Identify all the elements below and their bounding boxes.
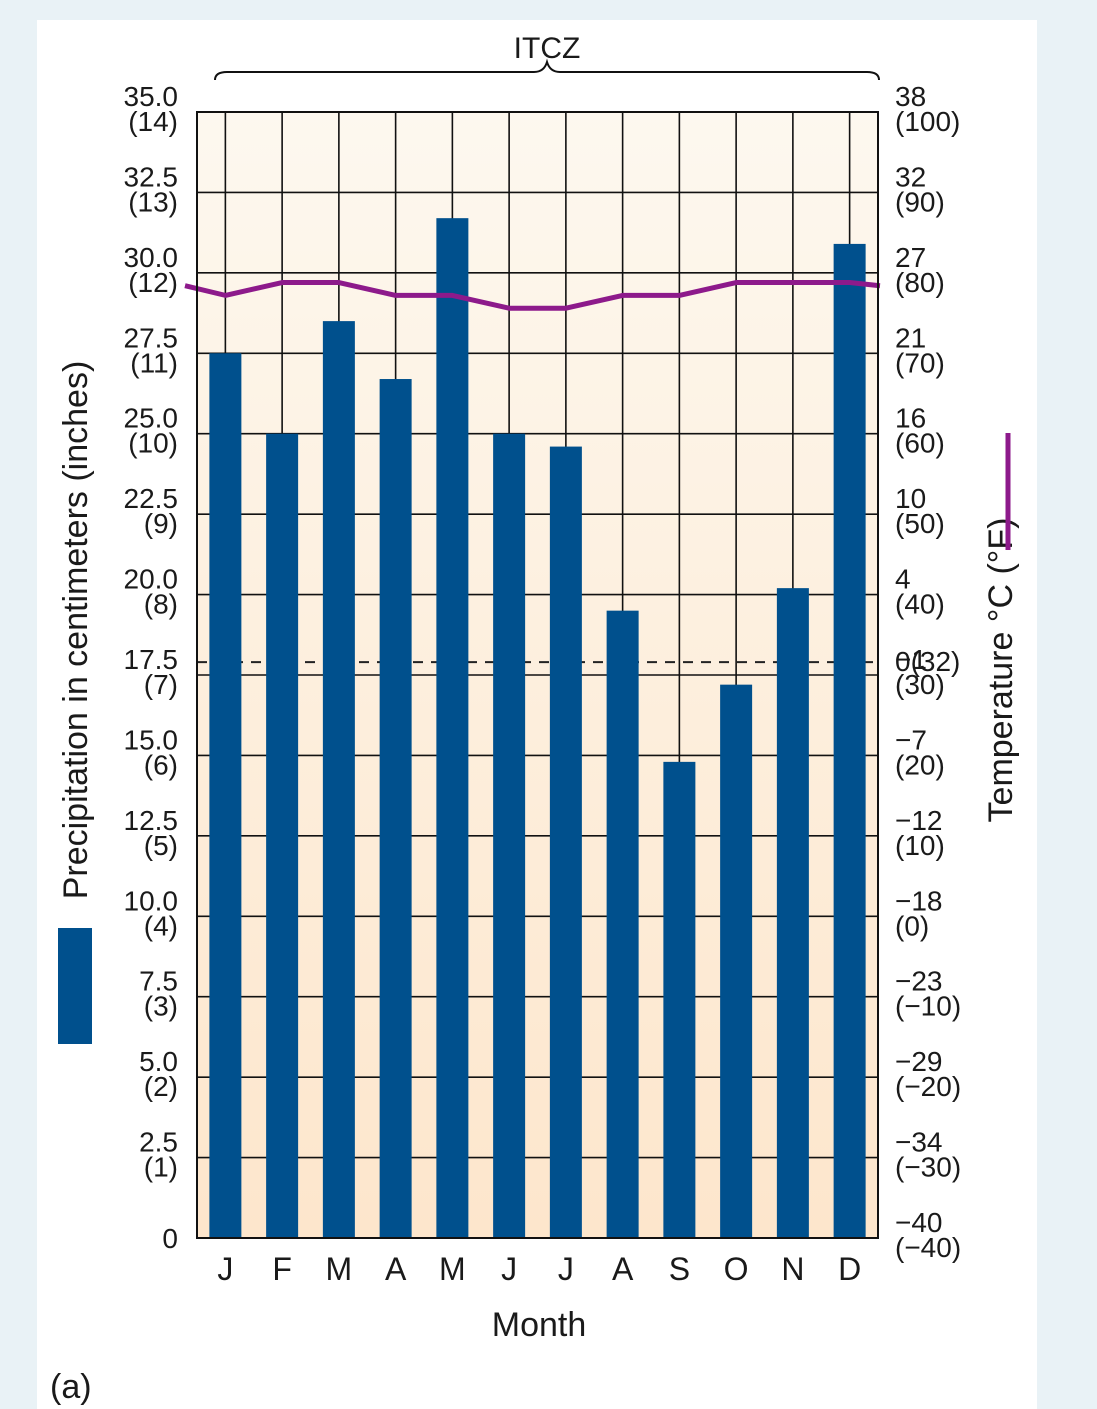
- precipitation-bar: [493, 433, 526, 1238]
- left-tick-label: 0: [162, 1223, 178, 1254]
- climograph: 35.0 (14) 32.5 (13) 30.0 (12) 27.5 (11) 25.0 (10)…: [50, 32, 1020, 1406]
- left-tick-label: 25.0 (10): [124, 403, 179, 459]
- x-tick-label: A: [612, 1251, 634, 1287]
- right-tick-label: −40 (−40): [895, 1207, 961, 1263]
- x-tick-label: J: [217, 1251, 233, 1287]
- precipitation-bar: [663, 761, 696, 1238]
- x-tick-label: F: [272, 1251, 292, 1287]
- right-tick-label: −18 (0): [895, 885, 943, 941]
- temperature-line: [184, 280, 881, 311]
- x-tick-label: J: [558, 1251, 574, 1287]
- x-tick-label: O: [724, 1251, 749, 1287]
- left-tick-label: 7.5 (3): [139, 966, 178, 1022]
- right-tick-label: 10 (50): [895, 483, 945, 539]
- right-tick-label: −12 (10): [895, 805, 945, 861]
- right-tick-label: 38 (100): [895, 81, 960, 137]
- left-tick-label: 17.5 (7): [124, 644, 179, 700]
- precipitation-bar: [266, 433, 299, 1238]
- x-tick-label: D: [838, 1251, 861, 1287]
- x-tick-label: J: [501, 1251, 517, 1287]
- x-tick-label: S: [669, 1251, 690, 1287]
- horizontal-gridlines: [197, 111, 878, 1239]
- precipitation-bar: [720, 684, 753, 1238]
- right-tick-label: −23 (−10): [895, 966, 961, 1022]
- precipitation-bar: [776, 588, 809, 1238]
- right-tick-label: 27 (80): [895, 242, 945, 298]
- right-tick-label: −34 (−30): [895, 1127, 961, 1183]
- left-axis-ticks: 35.0 (14) 32.5 (13) 30.0 (12) 27.5 (11) 25.0 (10)…: [124, 81, 179, 1254]
- right-tick-label: −29 (−20): [895, 1046, 961, 1102]
- right-tick-label: 4 (40): [895, 564, 945, 620]
- x-tick-label: M: [326, 1251, 353, 1287]
- itcz-bracket: [214, 58, 880, 81]
- precipitation-bars: [209, 218, 866, 1239]
- precipitation-bar: [549, 446, 582, 1238]
- plot-frame: [196, 111, 879, 1239]
- itcz-label: ITCZ: [514, 32, 581, 65]
- right-tick-label: −1 (30): [895, 644, 945, 700]
- x-tick-label: M: [439, 1251, 466, 1287]
- right-tick-label: 21 (70): [895, 322, 945, 378]
- y2-axis-title: Temperature °C (°F): [982, 518, 1020, 823]
- left-tick-label: 20.0 (8): [124, 564, 179, 620]
- x-axis-title: Month: [492, 1306, 587, 1344]
- precipitation-bar: [436, 218, 469, 1238]
- x-tick-label: N: [781, 1251, 804, 1287]
- left-tick-label: 5.0 (2): [139, 1046, 178, 1102]
- left-tick-label: 22.5 (9): [124, 483, 179, 539]
- right-tick-label: −7 (20): [895, 724, 945, 780]
- precipitation-legend-swatch: [58, 928, 92, 1044]
- right-tick-label: 16 (60): [895, 403, 945, 459]
- right-axis-ticks: 38 (100) 32 (90) 27 (80) 21 (70) 16 (60) 10 (50) 4 (4…: [895, 81, 961, 1263]
- precipitation-bar: [606, 610, 639, 1238]
- x-tick-label: A: [385, 1251, 407, 1287]
- precipitation-bar: [322, 321, 355, 1239]
- left-tick-label: 35.0 (14): [124, 81, 179, 137]
- freezing-label: 0(32): [895, 646, 960, 677]
- left-tick-label: 27.5 (11): [124, 322, 179, 378]
- left-tick-label: 12.5 (5): [124, 805, 179, 861]
- left-tick-label: 2.5 (1): [139, 1127, 178, 1183]
- left-tick-label: 10.0 (4): [124, 885, 179, 941]
- right-tick-label: 32 (90): [895, 161, 945, 217]
- y-axis-title: Precipitation in centimeters (inches): [57, 361, 95, 900]
- chart-panel: 35.0 (14) 32.5 (13) 30.0 (12) 27.5 (11) 25.0 (10)…: [37, 20, 1037, 1409]
- precipitation-bar: [209, 353, 242, 1238]
- panel-label: (a): [50, 1368, 92, 1406]
- left-tick-label: 15.0 (6): [124, 724, 179, 780]
- precipitation-bar: [833, 243, 866, 1239]
- left-tick-label: 30.0 (12): [124, 242, 179, 298]
- precipitation-bar: [379, 379, 412, 1239]
- left-tick-label: 32.5 (13): [124, 161, 179, 217]
